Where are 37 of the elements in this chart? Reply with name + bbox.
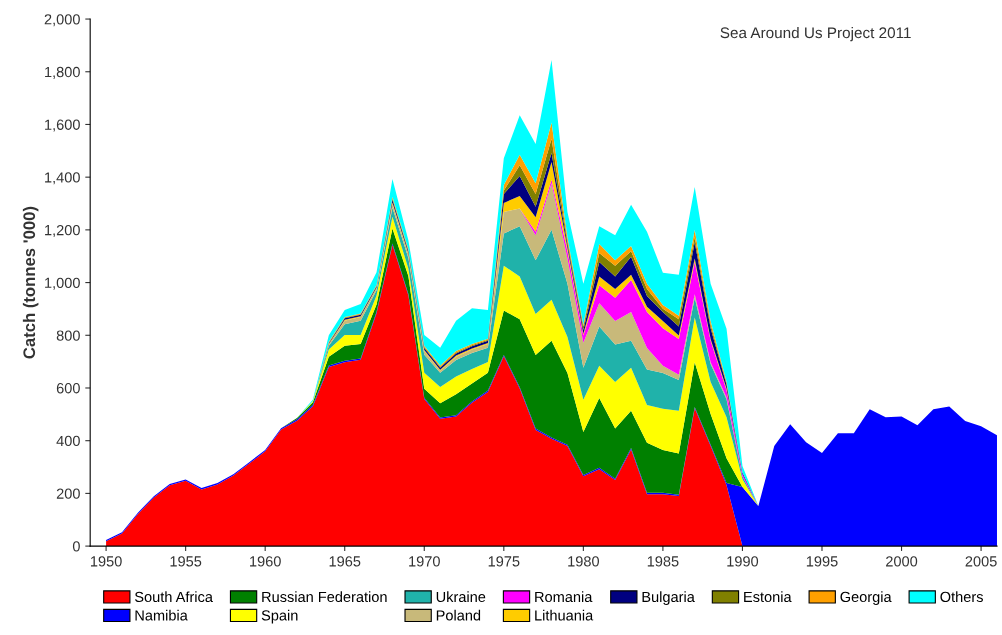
legend-label: Russian Federation <box>262 591 387 603</box>
x-tick-label: 1985 <box>647 556 679 567</box>
x-tick-label: 1995 <box>806 556 838 567</box>
x-tick-label: 2005 <box>965 556 997 567</box>
legend-label: Romania <box>535 591 593 603</box>
legend-label: Bulgaria <box>642 591 695 605</box>
x-tick-label: 1955 <box>170 556 202 567</box>
x-tick-label: 1950 <box>90 556 122 567</box>
y-tick-label: 1,200 <box>45 224 80 238</box>
x-tick-label: 1975 <box>488 556 520 567</box>
legend-label: Spain <box>261 609 298 624</box>
y-tick-label: 600 <box>56 383 80 394</box>
y-tick-label: 200 <box>56 488 80 499</box>
x-tick-label: 1960 <box>250 556 281 567</box>
y-axis-title: Catch (tonnes '000) <box>22 206 39 359</box>
y-tick-label: 1,400 <box>45 172 80 185</box>
x-tick-label: 2000 <box>886 556 918 567</box>
legend-label: Others <box>940 591 983 603</box>
legend-label: Namibia <box>135 609 188 621</box>
legend-label: Estonia <box>744 591 792 603</box>
y-tick-label: 0 <box>72 541 80 552</box>
annotation: Sea Around Us Project 2011 <box>720 26 911 42</box>
y-tick-label: 1,800 <box>45 66 80 79</box>
legend-label: South Africa <box>134 591 213 603</box>
legend-label: Lithuania <box>535 609 594 621</box>
y-tick-label: 2,000 <box>44 14 80 27</box>
x-tick-label: 1970 <box>409 556 440 567</box>
legend-label: Poland <box>436 609 481 621</box>
legend-label: Ukraine <box>436 591 486 603</box>
x-tick-label: 1980 <box>568 556 600 567</box>
x-tick-label: 1990 <box>727 556 759 567</box>
legend-label: Georgia <box>840 591 892 605</box>
y-tick-label: 400 <box>56 435 80 447</box>
x-tick-label: 1965 <box>329 556 361 567</box>
y-tick-label: 800 <box>56 330 80 341</box>
y-tick-label: 1,000 <box>45 277 80 290</box>
y-tick-label: 1,600 <box>45 119 80 132</box>
